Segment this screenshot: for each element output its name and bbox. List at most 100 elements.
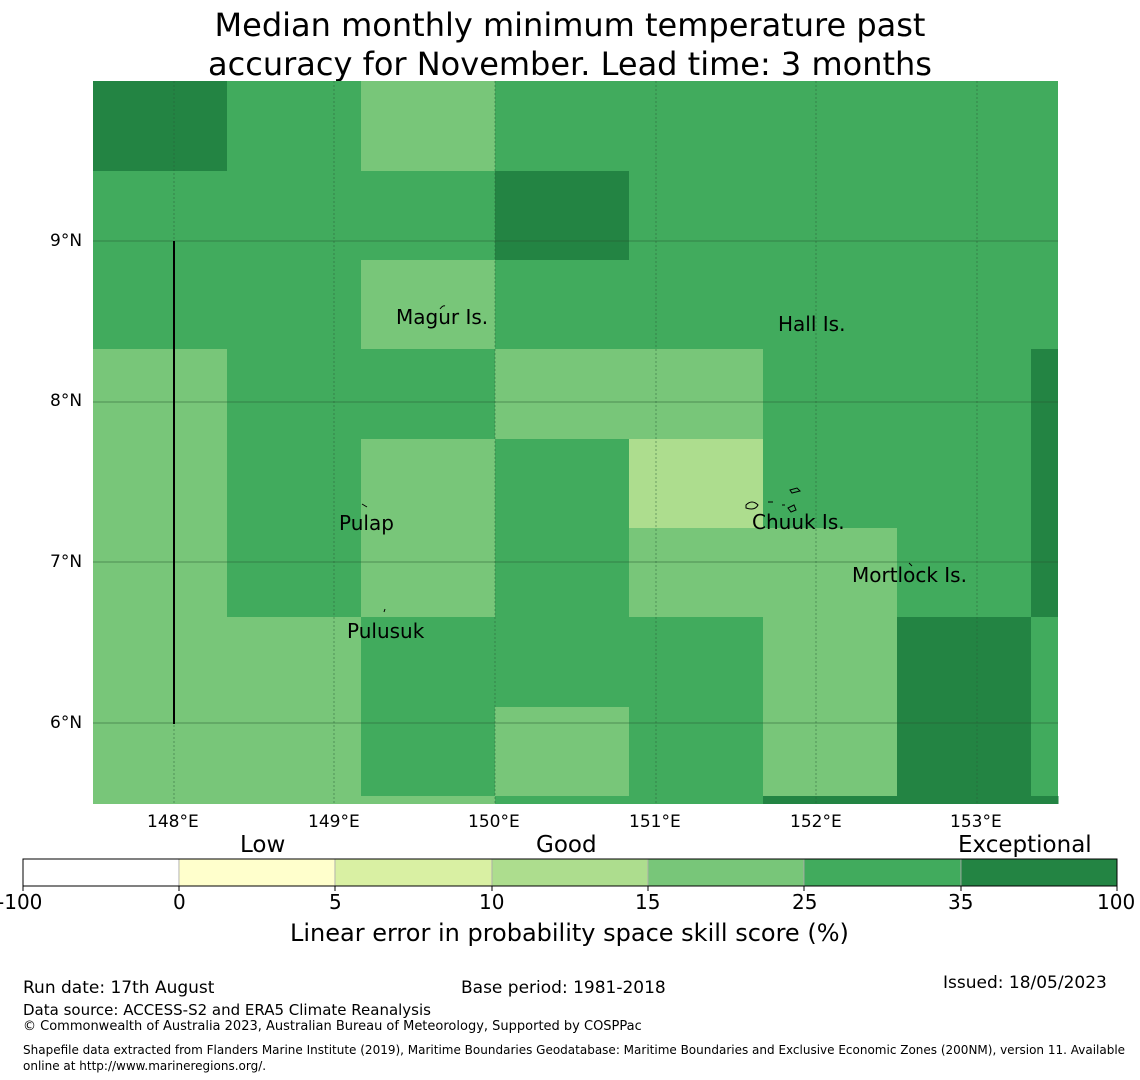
lat-tick-7n: 7°N xyxy=(50,552,83,572)
graticule xyxy=(93,81,1058,804)
grid-cell xyxy=(227,796,362,804)
grid-cell xyxy=(1031,260,1058,350)
place-label-pulap: Pulap xyxy=(339,511,394,535)
island-chuuk-5 xyxy=(787,504,797,513)
data-source: Data source: ACCESS-S2 and ERA5 Climate … xyxy=(23,1001,431,1019)
grid-cell xyxy=(227,171,362,261)
grid-cell xyxy=(227,81,362,172)
grid-cell xyxy=(93,349,228,440)
colorbar-tick: 10 xyxy=(479,890,505,914)
grid-cell xyxy=(629,796,764,804)
grid-cell xyxy=(361,796,496,804)
grid-cell xyxy=(495,171,630,261)
grid-cell xyxy=(495,349,630,440)
place-label-hall: Hall Is. xyxy=(778,312,846,336)
grid-cell xyxy=(629,528,764,618)
grid-cell xyxy=(93,617,228,708)
lon-tick-152e: 152°E xyxy=(790,812,842,832)
island-chuuk-1 xyxy=(745,501,759,510)
grid-cell xyxy=(763,796,898,804)
lat-tick-6n: 6°N xyxy=(50,713,83,733)
grid-cell xyxy=(361,171,496,261)
grid-cell xyxy=(1031,171,1058,261)
grid-cell xyxy=(763,439,898,529)
colorbar xyxy=(22,858,1118,891)
lon-tick-150e: 150°E xyxy=(468,812,520,832)
base-period: Base period: 1981-2018 xyxy=(461,978,666,998)
colorbar-tick: 15 xyxy=(635,890,661,914)
lat-tick-8n: 8°N xyxy=(50,391,83,411)
colorbar-segment xyxy=(178,858,336,887)
grid-cell xyxy=(93,439,228,529)
grid-cell xyxy=(361,528,496,618)
grid-cell xyxy=(227,260,362,350)
grid-cell xyxy=(1031,349,1058,440)
colorbar-tick: 0 xyxy=(173,890,186,914)
shapefile-credit-line2: online at http://www.marineregions.org/. xyxy=(23,1059,267,1073)
grid-cell xyxy=(495,528,630,618)
grid-cell xyxy=(93,528,228,618)
grid-cell xyxy=(361,81,496,172)
grid-cell xyxy=(1031,81,1058,172)
colorbar-segment xyxy=(334,858,493,887)
grid-cell xyxy=(897,81,1032,172)
lon-tick-153e: 153°E xyxy=(950,812,1002,832)
colorbar-segment xyxy=(491,858,649,887)
grid-cell xyxy=(227,349,362,440)
lon-tick-148e: 148°E xyxy=(147,812,199,832)
grid-cell xyxy=(361,260,496,350)
place-label-mortlock: Mortlock Is. xyxy=(852,563,967,587)
grid-cell xyxy=(763,171,898,261)
grid-cell xyxy=(227,707,362,797)
grid-cell xyxy=(629,617,764,708)
colorbar-segment xyxy=(22,858,180,887)
grid-cell xyxy=(227,439,362,529)
colorbar-title: Linear error in probability space skill … xyxy=(290,919,849,947)
grid-cell xyxy=(361,349,496,440)
island-mortlock xyxy=(908,562,913,567)
grid-cell xyxy=(629,707,764,797)
grid-cell xyxy=(1031,439,1058,529)
grid-cell xyxy=(361,439,496,529)
colorbar-tick: -100 xyxy=(0,890,43,914)
grid-cell xyxy=(763,81,898,172)
colorbar-frame xyxy=(22,858,1118,887)
grid-cell xyxy=(629,349,764,440)
colorbar-tick: 5 xyxy=(329,890,342,914)
grid-cell xyxy=(897,439,1032,529)
grid-cell xyxy=(93,81,228,172)
grid-cell xyxy=(897,528,1032,618)
grid-cell xyxy=(93,171,228,261)
colorbar-tick: 100 xyxy=(1097,890,1136,914)
lat-tick-9n: 9°N xyxy=(50,231,83,251)
shapefile-credit-line1: Shapefile data extracted from Flanders M… xyxy=(23,1043,1126,1057)
grid-cell xyxy=(495,439,630,529)
place-label-pulusuk: Pulusuk xyxy=(347,619,425,643)
grid-cell xyxy=(495,81,630,172)
grid-cell xyxy=(495,707,630,797)
grid-cell xyxy=(1031,707,1058,797)
lon-tick-151e: 151°E xyxy=(629,812,681,832)
legend-category-low: Low xyxy=(240,832,286,858)
grid-cell xyxy=(1031,617,1058,708)
colorbar-tick: 35 xyxy=(948,890,974,914)
island-pulap xyxy=(361,503,368,508)
grid-cell xyxy=(1031,796,1059,804)
place-label-magur: Magur Is. xyxy=(396,305,489,329)
colorbar-segment xyxy=(960,858,1118,887)
grid-cell xyxy=(897,796,1032,804)
grid-cell xyxy=(897,617,1032,708)
island-magur xyxy=(439,305,446,310)
issued-date: Issued: 18/05/2023 xyxy=(943,973,1107,993)
grid-cell xyxy=(763,349,898,440)
grid-cell xyxy=(897,171,1032,261)
grid-cell xyxy=(1031,528,1058,618)
grid-cell xyxy=(227,617,362,708)
grid-cell xyxy=(629,439,764,529)
grid-cell xyxy=(495,796,630,804)
grid-cell xyxy=(897,707,1032,797)
legend-category-exceptional: Exceptional xyxy=(958,832,1092,858)
grid-cell xyxy=(629,260,764,350)
colorbar-segment xyxy=(647,858,805,887)
